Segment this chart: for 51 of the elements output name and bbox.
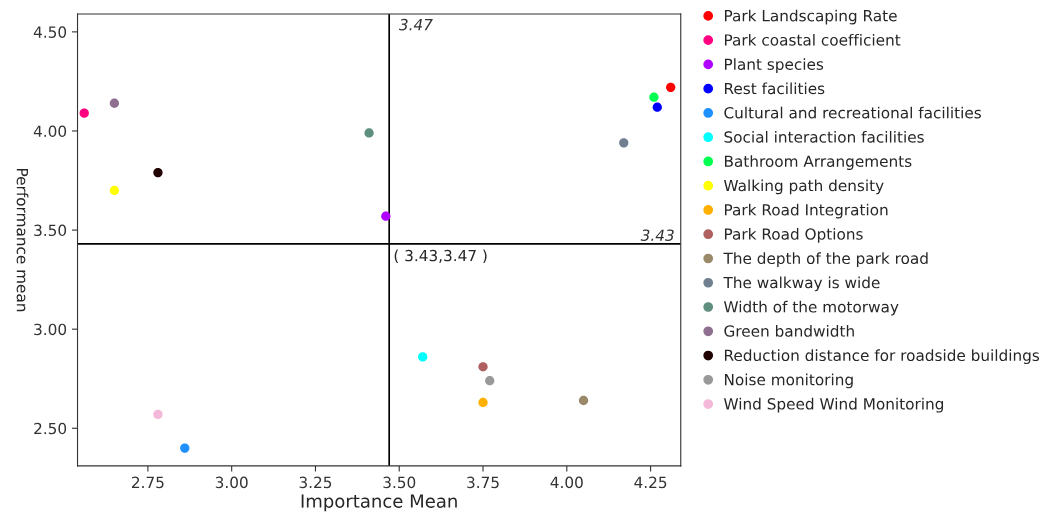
- point: [485, 376, 495, 386]
- legend-label: Park coastal coefficient: [724, 33, 901, 46]
- point: [381, 211, 391, 221]
- legend-label: Bathroom Arrangements: [724, 155, 912, 170]
- legend-label: Width of the motorway: [723, 300, 899, 316]
- point: [649, 92, 659, 102]
- point: [578, 395, 589, 406]
- point: [418, 352, 428, 362]
- legend-label: Wind Speed Wind Monitoring: [723, 397, 944, 413]
- legend-label: The depth of the park road: [723, 252, 928, 268]
- y-tick-label: 4.00: [33, 125, 67, 137]
- legend-label: Cultural and recreational facilities: [724, 106, 981, 119]
- x-axis-title: Importance Mean: [301, 494, 457, 512]
- point: [79, 108, 89, 118]
- legend-label: Park Road Options: [724, 227, 863, 243]
- point: [153, 167, 163, 178]
- x-tick-label: 3.00: [215, 476, 248, 489]
- x-tick-label: 3.25: [299, 476, 332, 489]
- y-axis-title: Performance mean: [16, 168, 29, 312]
- point: [109, 185, 120, 196]
- point: [478, 362, 488, 372]
- legend-label: Park Road Integration: [724, 203, 888, 219]
- ref-line-label: 3.47: [398, 18, 433, 31]
- point: [478, 397, 488, 408]
- legend-label: Noise monitoring: [724, 373, 853, 389]
- point: [180, 443, 190, 453]
- point: [619, 138, 629, 148]
- point: [109, 98, 120, 108]
- legend-label: The walkway is wide: [723, 276, 880, 292]
- annotation: ( 3.43,3.47 ): [394, 249, 487, 264]
- point: [652, 102, 662, 112]
- legend-label: Social interaction facilities: [724, 130, 924, 143]
- legend-label: Rest facilities: [724, 82, 825, 95]
- legend-label: Plant species: [724, 58, 824, 73]
- ref-line-label: 3.43: [640, 229, 674, 241]
- point: [666, 82, 676, 93]
- point: [364, 128, 374, 138]
- x-tick-label: 3.75: [467, 476, 499, 489]
- x-tick-label: 2.75: [132, 476, 164, 489]
- legend-label: Park Landscaping Rate: [724, 9, 897, 25]
- y-tick-label: 4.50: [33, 26, 67, 38]
- y-tick-label: 3.00: [34, 323, 67, 336]
- legend-label: Reduction distance for roadside buildings: [724, 349, 1040, 365]
- legend-label: Green bandwidth: [724, 325, 854, 337]
- x-tick-label: 4.00: [550, 476, 583, 489]
- point: [153, 409, 163, 420]
- legend-label: Walking path density: [723, 179, 884, 195]
- x-tick-label: 3.50: [383, 476, 416, 489]
- y-tick-label: 2.50: [34, 422, 67, 435]
- x-tick-label: 4.25: [634, 476, 667, 489]
- y-tick-label: 3.50: [34, 224, 67, 237]
